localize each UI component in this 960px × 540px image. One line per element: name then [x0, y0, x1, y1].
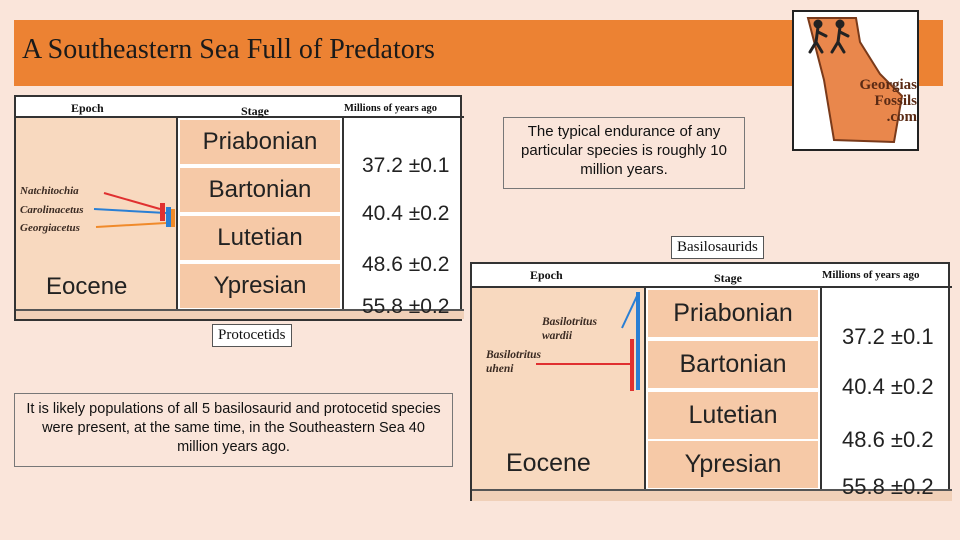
label-protocetids: Protocetids — [212, 324, 292, 347]
stage-lutetian: Lutetian — [648, 392, 818, 439]
age-label: 48.6 ±0.2 — [842, 427, 934, 452]
logo-text-line2: Fossils — [874, 93, 917, 109]
age-label: 40.4 ±0.2 — [842, 374, 934, 399]
header-mya: Millions of years ago — [822, 269, 920, 281]
age-label: 37.2 ±0.1 — [842, 324, 934, 349]
species-carolinacetus: Carolinacetus — [20, 204, 84, 216]
species-georgiacetus: Georgiacetus — [20, 222, 80, 234]
species-basilotritus-uheni: Basilotritus uheni — [486, 349, 541, 375]
age-label: 48.6 ±0.2 — [362, 253, 450, 276]
georgias-fossils-logo[interactable]: Georgias Fossils .com — [792, 10, 919, 151]
logo-text-line3: .com — [886, 109, 917, 125]
header-stage: Stage — [714, 271, 742, 285]
timescale-chart-right: Epoch Stage Millions of years ago Priabo… — [470, 262, 952, 501]
epoch-eocene: Eocene — [46, 273, 128, 300]
slide-title: A Southeastern Sea Full of Predators — [22, 34, 435, 65]
note-populations: It is likely populations of all 5 basilo… — [14, 393, 453, 467]
species-range-lines — [93, 192, 175, 228]
stage-priabonian: Priabonian — [180, 120, 340, 164]
species-range-lines — [536, 292, 640, 391]
header-epoch: Epoch — [530, 268, 563, 282]
stage-ypresian: Ypresian — [648, 441, 818, 488]
label-basilosaurids: Basilosaurids — [671, 236, 764, 259]
species-basilotritus-wardii: Basilotritus wardii — [542, 316, 597, 342]
age-label: 55.8 ±0.2 — [362, 295, 450, 318]
stage-lutetian: Lutetian — [180, 216, 340, 260]
logo-text-line1: Georgias — [859, 77, 918, 93]
header-epoch: Epoch — [71, 101, 104, 115]
species-natchitochia: Natchitochia — [20, 185, 79, 197]
stage-ypresian: Ypresian — [180, 264, 340, 308]
title-bar — [14, 20, 943, 86]
age-label: 55.8 ±0.2 — [842, 474, 934, 499]
georgia-map-icon — [806, 17, 904, 144]
age-label: 37.2 ±0.1 — [362, 154, 450, 177]
timescale-chart-left: Epoch Stage Millions of years ago Priabo… — [14, 95, 464, 321]
stage-bartonian: Bartonian — [180, 168, 340, 212]
header-mya: Millions of years ago — [344, 103, 438, 114]
epoch-column — [16, 118, 178, 309]
header-stage: Stage — [241, 104, 269, 118]
age-label: 40.4 ±0.2 — [362, 202, 450, 225]
epoch-column — [472, 288, 646, 489]
note-species-endurance: The typical endurance of any particular … — [503, 117, 745, 189]
stage-bartonian: Bartonian — [648, 341, 818, 388]
epoch-eocene: Eocene — [506, 449, 591, 477]
stage-priabonian: Priabonian — [648, 290, 818, 337]
hikers-icon — [808, 19, 850, 54]
